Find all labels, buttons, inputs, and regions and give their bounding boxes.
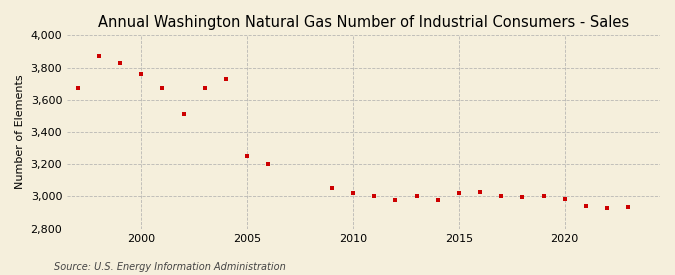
Point <box>136 72 146 76</box>
Point <box>369 194 379 199</box>
Point <box>390 198 401 203</box>
Point <box>475 189 485 194</box>
Point <box>263 162 273 166</box>
Point <box>199 86 210 91</box>
Point <box>94 54 105 59</box>
Text: Source: U.S. Energy Information Administration: Source: U.S. Energy Information Administ… <box>54 262 286 272</box>
Point <box>115 60 126 65</box>
Y-axis label: Number of Elements: Number of Elements <box>15 75 25 189</box>
Point <box>157 86 168 91</box>
Point <box>517 195 528 199</box>
Point <box>432 198 443 203</box>
Point <box>496 193 507 198</box>
Point <box>178 112 189 117</box>
Point <box>327 186 338 191</box>
Point <box>560 197 570 201</box>
Point <box>221 77 232 81</box>
Point <box>601 205 612 210</box>
Point <box>348 191 358 196</box>
Title: Annual Washington Natural Gas Number of Industrial Consumers - Sales: Annual Washington Natural Gas Number of … <box>98 15 629 30</box>
Point <box>242 154 252 158</box>
Point <box>454 191 464 196</box>
Point <box>411 194 422 199</box>
Point <box>538 194 549 199</box>
Point <box>580 204 591 208</box>
Point <box>623 205 634 209</box>
Point <box>72 86 83 91</box>
